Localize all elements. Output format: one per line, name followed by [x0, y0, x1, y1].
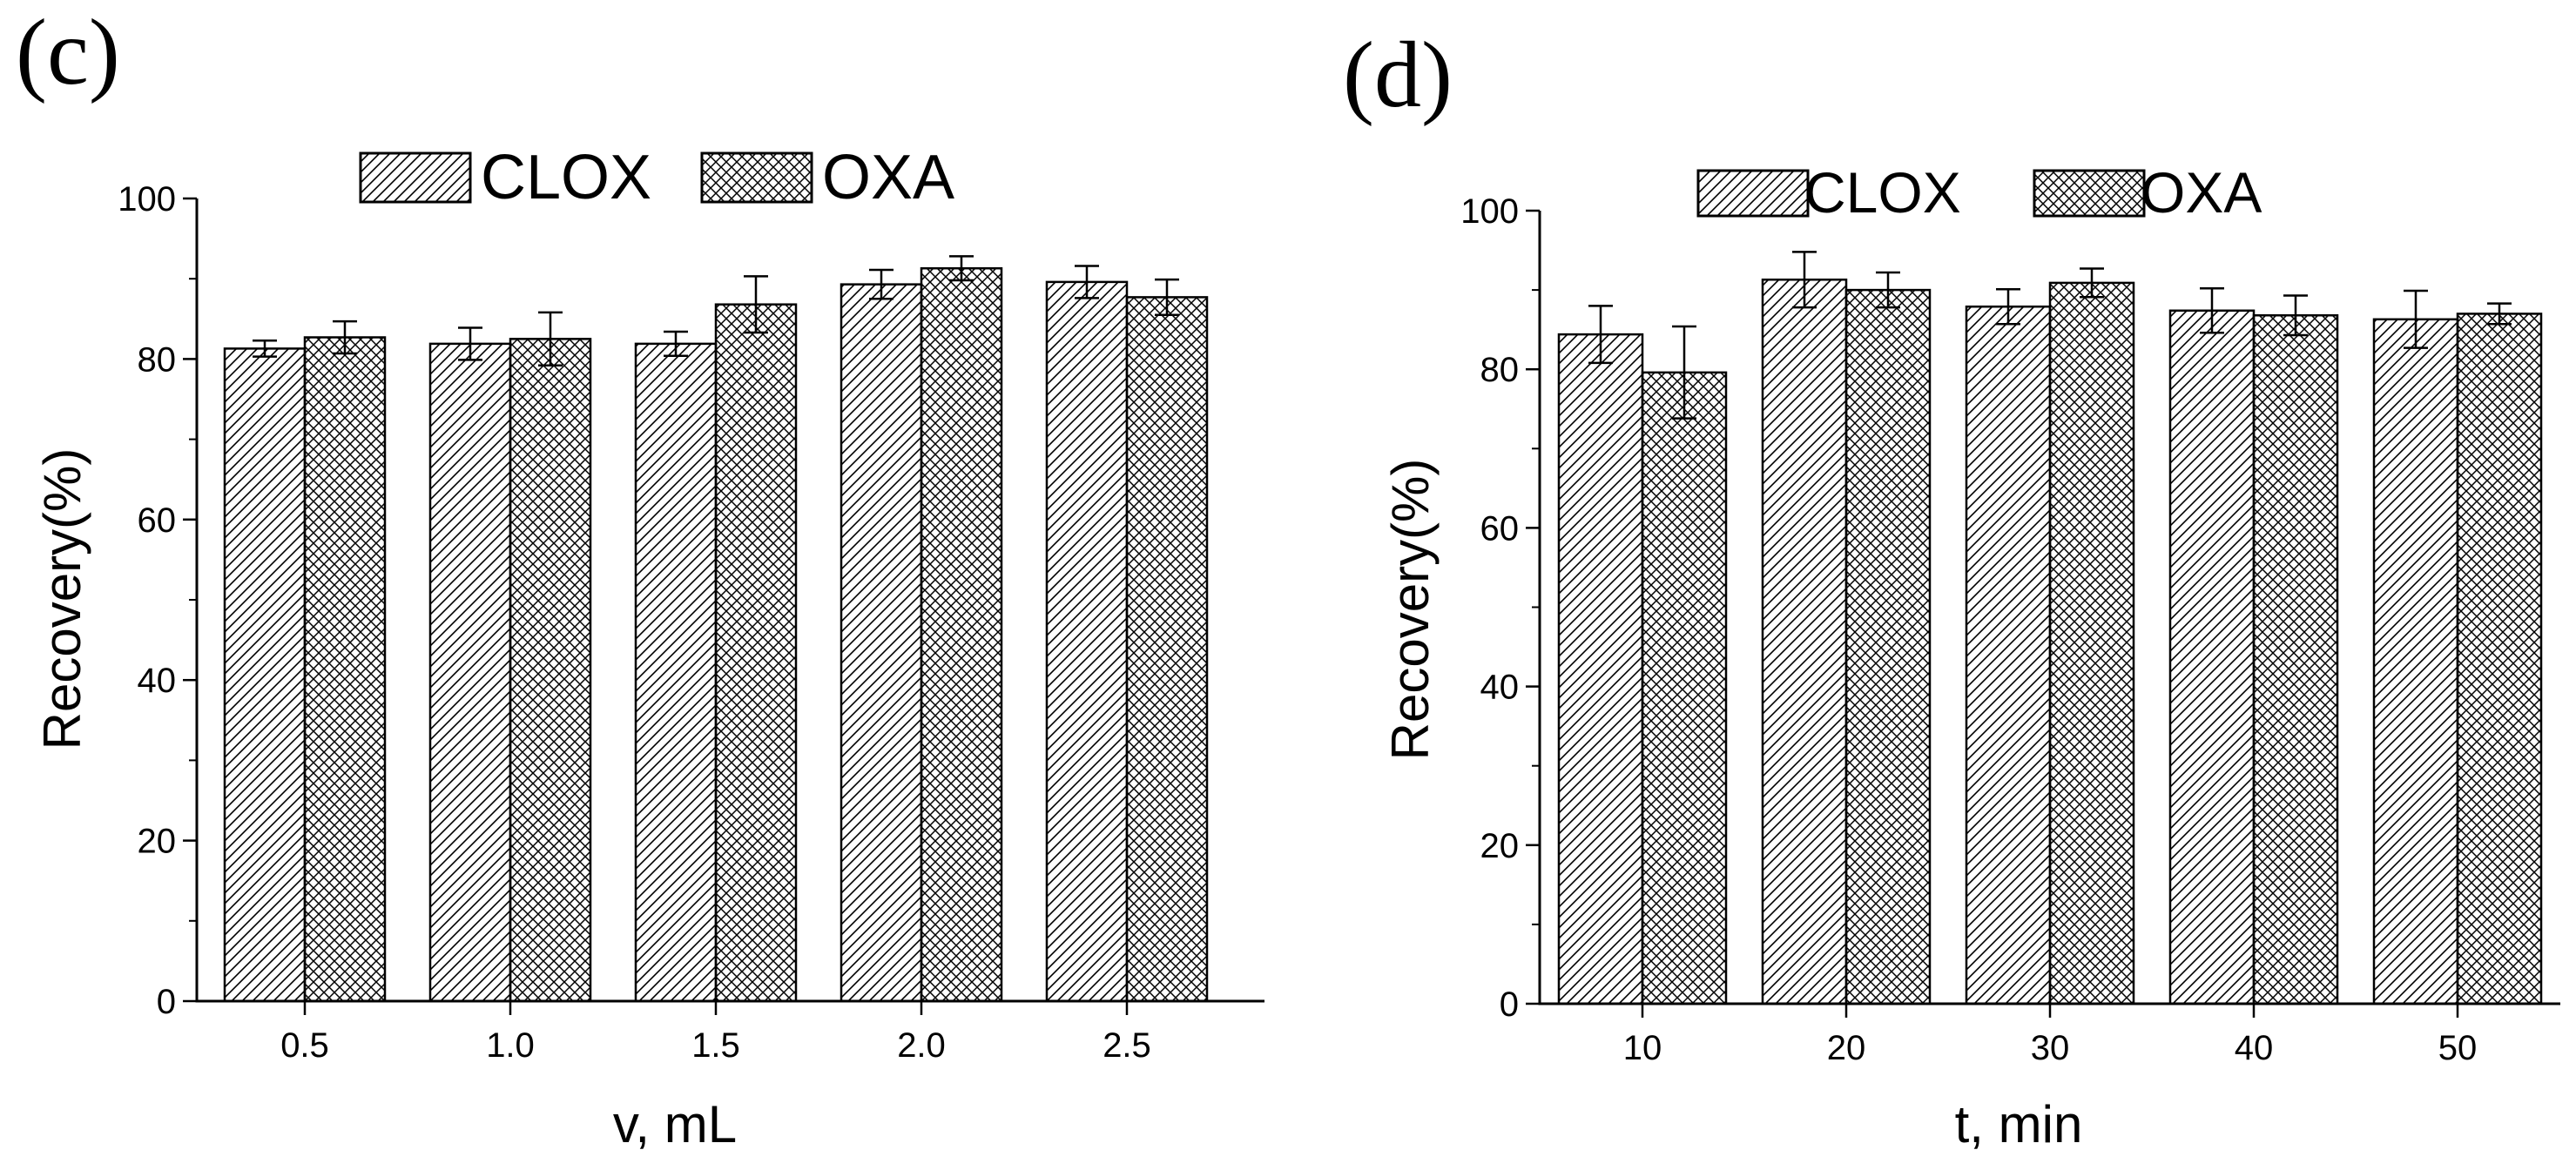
x-tick-label: 50 — [2438, 1029, 2478, 1067]
error-bar-oxa-0.5 — [333, 319, 357, 355]
plot-area: 0.5 1.0 1.5 2.0 2.5 0 20 40 60 80 100 — [118, 180, 1264, 1065]
legend-label-oxa: OXA — [2141, 160, 2262, 225]
bar-oxa-40 — [2252, 314, 2339, 1005]
bar-oxa-30 — [2048, 281, 2135, 1005]
error-bar-clox-1.5 — [664, 330, 688, 357]
y-tick-label: 80 — [1480, 351, 1520, 389]
x-tick-label: 2.5 — [1103, 1026, 1151, 1065]
legend: CLOX OXA — [359, 143, 954, 212]
y-axis-label: Recovery(%) — [33, 448, 91, 750]
bar-clox-50 — [2372, 318, 2459, 1005]
legend-label-oxa: OXA — [822, 143, 954, 212]
error-bar-oxa-1.5 — [744, 275, 768, 334]
error-bar-oxa-40 — [2283, 294, 2308, 337]
x-tick-label: 10 — [1623, 1029, 1662, 1067]
bar-clox-1.0 — [428, 342, 512, 1003]
y-tick-label: 20 — [138, 823, 177, 861]
bar-oxa-2.0 — [920, 266, 1003, 1003]
bar-clox-2.5 — [1045, 280, 1129, 1003]
chart-panel-c: (c) CLOX OXA 0.5 1.0 1.5 2.0 2.5 0 20 40 60 80 100… — [16, 1, 1264, 1153]
legend-label-clox: CLOX — [481, 143, 651, 212]
error-bar-clox-10 — [1588, 305, 1613, 365]
y-tick-label: 20 — [1480, 827, 1520, 865]
x-axis-label: t, min — [1955, 1095, 2083, 1153]
error-bar-clox-30 — [1996, 287, 2020, 326]
legend-swatch-oxa — [2033, 169, 2146, 218]
error-bar-clox-2.5 — [1075, 265, 1099, 299]
bar-oxa-0.5 — [303, 336, 387, 1003]
bar-oxa-20 — [1844, 288, 1932, 1005]
plot-area: 10 20 30 40 50 0 20 40 60 80 100 — [1460, 192, 2560, 1067]
error-bar-oxa-50 — [2487, 302, 2512, 326]
x-tick-label: 1.0 — [486, 1026, 535, 1065]
y-tick-label: 60 — [1480, 509, 1520, 548]
bar-oxa-10 — [1641, 371, 1728, 1005]
x-tick-label: 40 — [2235, 1029, 2274, 1067]
error-bar-oxa-10 — [1672, 325, 1696, 420]
bar-clox-2.0 — [840, 283, 923, 1003]
legend-swatch-clox — [1696, 169, 1810, 218]
bar-oxa-50 — [2456, 313, 2543, 1005]
legend-swatch-oxa — [700, 151, 813, 204]
y-axis-label: Recovery(%) — [1381, 459, 1440, 761]
y-tick-label: 0 — [157, 983, 176, 1021]
x-tick-label: 0.5 — [280, 1026, 329, 1065]
legend-swatch-clox — [359, 151, 472, 204]
bar-clox-10 — [1557, 333, 1644, 1005]
y-tick-label: 80 — [138, 340, 177, 379]
error-bar-clox-20 — [1792, 251, 1817, 309]
error-bar-clox-2.0 — [869, 268, 894, 300]
y-tick-label: 40 — [138, 662, 177, 700]
error-bar-oxa-30 — [2080, 267, 2104, 299]
legend: CLOX OXA — [1696, 160, 2262, 225]
error-bar-clox-0.5 — [253, 339, 277, 358]
y-tick-label: 0 — [1500, 985, 1519, 1024]
error-bar-oxa-2.0 — [949, 255, 974, 282]
y-tick-label: 40 — [1480, 669, 1520, 707]
error-bar-oxa-1.0 — [538, 311, 563, 367]
panel-label: (c) — [16, 1, 120, 104]
error-bar-clox-40 — [2200, 287, 2224, 334]
bar-clox-20 — [1761, 279, 1848, 1005]
bar-clox-30 — [1965, 305, 2052, 1005]
error-bar-oxa-20 — [1876, 271, 1900, 309]
x-tick-label: 2.0 — [897, 1026, 946, 1065]
bar-oxa-2.5 — [1125, 296, 1209, 1003]
bar-oxa-1.5 — [714, 303, 798, 1003]
bar-clox-1.5 — [634, 342, 718, 1003]
legend-label-clox: CLOX — [1804, 160, 1961, 225]
x-axis-label: v, mL — [613, 1095, 737, 1153]
error-bar-clox-50 — [2404, 289, 2428, 349]
error-bar-clox-1.0 — [458, 326, 482, 361]
y-tick-label: 60 — [138, 501, 177, 540]
x-tick-label: 20 — [1827, 1029, 1866, 1067]
error-bar-oxa-2.5 — [1155, 278, 1179, 316]
y-tick-label: 100 — [1460, 192, 1519, 231]
bar-clox-0.5 — [223, 347, 307, 1003]
x-tick-label: 30 — [2031, 1029, 2070, 1067]
chart-panel-d: (d) CLOX OXA 10 20 30 40 50 0 20 40 60 80 100 Reco… — [1343, 24, 2560, 1153]
bar-clox-40 — [2168, 309, 2256, 1005]
panel-label: (d) — [1343, 24, 1453, 127]
y-tick-label: 100 — [118, 180, 176, 219]
x-tick-label: 1.5 — [691, 1026, 740, 1065]
bar-oxa-1.0 — [509, 338, 592, 1003]
